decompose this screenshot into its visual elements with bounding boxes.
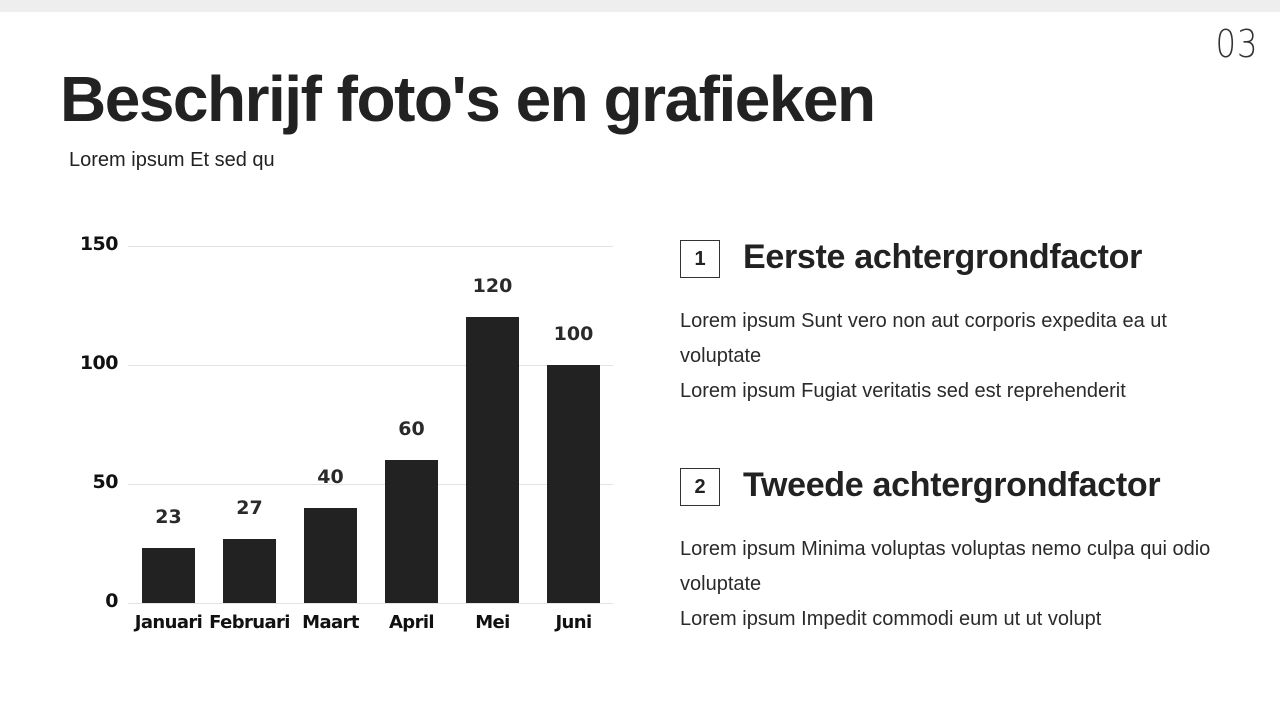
gridline-50: [128, 484, 613, 485]
bar-maart: [304, 507, 357, 603]
factor-line: Lorem ipsum Sunt vero non aut corporis e…: [680, 310, 1167, 367]
bar-value-label: 100: [553, 323, 594, 345]
factor-body: Lorem ipsum Sunt vero non aut corporis e…: [680, 304, 1240, 409]
bar-april: [385, 460, 438, 603]
y-tick-150: 150: [79, 233, 119, 255]
gridline-100: [128, 365, 613, 366]
page-number: 03: [1215, 22, 1258, 66]
bar-value-label: 60: [398, 418, 425, 441]
bar-januari: [142, 548, 195, 603]
factor-body: Lorem ipsum Minima voluptas voluptas nem…: [680, 532, 1240, 637]
factor-line: Lorem ipsum Minima voluptas voluptas nem…: [680, 538, 1211, 595]
bar-chart: 150 100 50 0 23 Januari 27 Februari 40 Maart 6…: [60, 225, 630, 645]
y-tick-100: 100: [79, 352, 119, 374]
bar-value-label: 40: [317, 465, 344, 488]
factor-line: Lorem ipsum Fugiat veritatis sed est rep…: [680, 380, 1126, 402]
bar-mei: [466, 317, 519, 603]
slide-title: Beschrijf foto's en grafieken: [60, 63, 876, 135]
x-axis-label: Maart: [302, 612, 359, 633]
y-tick-50: 50: [92, 471, 119, 493]
slide-subtitle: Lorem ipsum Et sed qu: [69, 149, 275, 171]
bar-value-label: 120: [472, 275, 513, 298]
x-axis-label: Februari: [209, 612, 290, 633]
factor-title: Eerste achtergrondfactor: [743, 238, 1143, 276]
bar-juni: [547, 365, 600, 603]
gridline-150: [128, 246, 613, 247]
bar-februari: [223, 538, 276, 603]
x-axis-label: April: [388, 612, 435, 633]
bar-value-label: 27: [236, 496, 263, 519]
factor-line: Lorem ipsum Impedit commodi eum ut ut vo…: [680, 608, 1102, 630]
x-axis-label: Mei: [475, 612, 510, 633]
y-tick-0: 0: [105, 590, 118, 612]
factor-number-badge: 2: [680, 468, 720, 506]
top-strip: [0, 0, 1280, 12]
factor-title: Tweede achtergrondfactor: [743, 466, 1161, 504]
bar-value-label: 23: [155, 506, 182, 529]
gridline-0: [128, 603, 613, 604]
factor-number-badge: 1: [680, 240, 720, 278]
x-axis-label: Januari: [134, 612, 203, 633]
x-axis-label: Juni: [555, 612, 592, 633]
